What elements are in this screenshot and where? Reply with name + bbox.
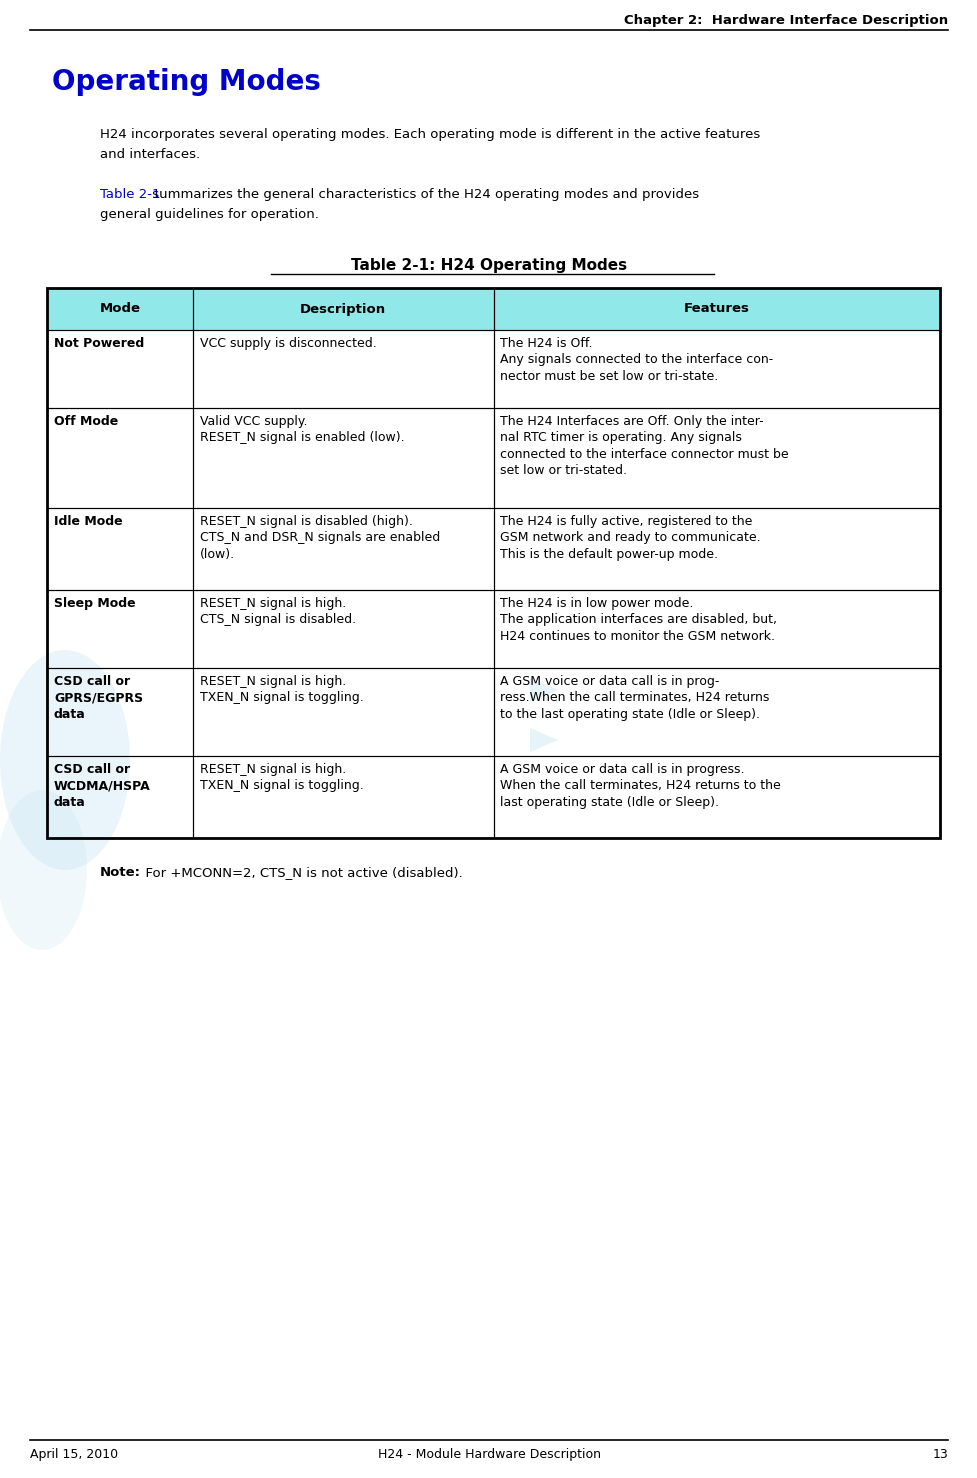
Bar [47,288,192,330]
Text: 13: 13 [931,1448,947,1460]
Text: RESET_N signal is high.
TXEN_N signal is toggling.: RESET_N signal is high. TXEN_N signal is… [199,763,362,792]
Polygon shape [530,678,558,702]
Text: RESET_N signal is high.
TXEN_N signal is toggling.: RESET_N signal is high. TXEN_N signal is… [199,675,362,705]
Text: Off Mode: Off Mode [54,415,118,429]
Bar [47,288,939,838]
Bar [493,508,939,590]
Text: H24 - Module Hardware Description: H24 - Module Hardware Description [377,1448,600,1460]
Bar [192,408,493,508]
Bar [192,508,493,590]
Text: Note:: Note: [100,866,141,879]
Bar [47,408,192,508]
Text: A GSM voice or data call is in prog-
ress.When the call terminates, H24 returns
: A GSM voice or data call is in prog- res… [500,675,769,721]
Polygon shape [530,729,558,752]
Text: general guidelines for operation.: general guidelines for operation. [100,208,319,222]
Bar [192,668,493,757]
Text: summarizes the general characteristics of the H24 operating modes and provides: summarizes the general characteristics o… [148,188,699,201]
Bar [47,668,192,757]
Text: CSD call or
GPRS/EGPRS
data: CSD call or GPRS/EGPRS data [54,675,143,721]
Bar [192,757,493,838]
Ellipse shape [0,791,87,950]
Bar [493,288,939,330]
Text: VCC supply is disconnected.: VCC supply is disconnected. [199,337,376,350]
Ellipse shape [0,650,130,871]
Bar [192,590,493,668]
Bar [493,668,939,757]
Text: Features: Features [683,303,749,315]
Text: The H24 is fully active, registered to the
GSM network and ready to communicate.: The H24 is fully active, registered to t… [500,514,760,562]
Bar [47,288,192,330]
Text: The H24 Interfaces are Off. Only the inter-
nal RTC timer is operating. Any sign: The H24 Interfaces are Off. Only the int… [500,415,788,477]
Text: Table 2-1: H24 Operating Modes: Table 2-1: H24 Operating Modes [351,259,626,273]
Bar [493,288,939,330]
Text: H24 incorporates several operating modes. Each operating mode is different in th: H24 incorporates several operating modes… [100,129,759,140]
Text: A GSM voice or data call is in progress.
When the call terminates, H24 returns t: A GSM voice or data call is in progress.… [500,763,781,808]
Bar [47,757,192,838]
Bar [192,288,493,330]
Text: Valid VCC supply.
RESET_N signal is enabled (low).: Valid VCC supply. RESET_N signal is enab… [199,415,404,445]
Text: CSD call or
WCDMA/HSPA
data: CSD call or WCDMA/HSPA data [54,763,150,808]
Bar [493,330,939,408]
Bar [47,330,192,408]
Text: For +MCONN=2, CTS_N is not active (disabled).: For +MCONN=2, CTS_N is not active (disab… [137,866,462,879]
Text: The H24 is Off.
Any signals connected to the interface con-
nector must be set l: The H24 is Off. Any signals connected to… [500,337,773,383]
Text: Sleep Mode: Sleep Mode [54,597,136,610]
Bar [493,408,939,508]
Text: RESET_N signal is high.
CTS_N signal is disabled.: RESET_N signal is high. CTS_N signal is … [199,597,356,627]
Bar [47,508,192,590]
Text: RESET_N signal is disabled (high).
CTS_N and DSR_N signals are enabled
(low).: RESET_N signal is disabled (high). CTS_N… [199,514,440,562]
Text: Table 2-1: Table 2-1 [100,188,160,201]
Bar [192,288,493,330]
Bar [493,590,939,668]
Bar [493,757,939,838]
Text: Chapter 2:  Hardware Interface Description: Chapter 2: Hardware Interface Descriptio… [623,13,947,27]
Text: Idle Mode: Idle Mode [54,514,122,528]
Text: Not Powered: Not Powered [54,337,144,350]
Text: The H24 is in low power mode.
The application interfaces are disabled, but,
H24 : The H24 is in low power mode. The applic… [500,597,777,643]
Bar [47,590,192,668]
Text: and interfaces.: and interfaces. [100,148,200,161]
Bar [192,330,493,408]
Text: April 15, 2010: April 15, 2010 [30,1448,118,1460]
Text: Operating Modes: Operating Modes [52,68,320,96]
Text: Description: Description [300,303,386,315]
Text: Mode: Mode [100,303,140,315]
